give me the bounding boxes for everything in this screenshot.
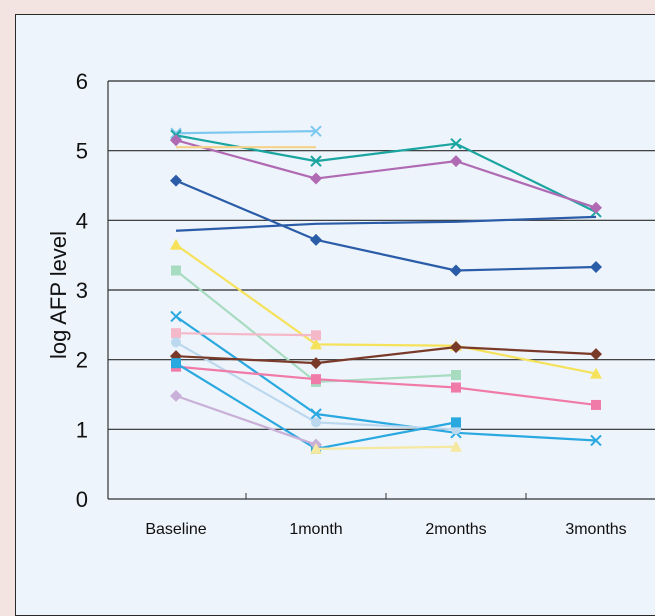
data-point [310, 357, 322, 370]
series-line [170, 174, 602, 277]
series-line [170, 134, 602, 214]
series-line [175, 215, 597, 232]
series-path [315, 445, 457, 450]
x-tick-label: 3months [565, 521, 626, 538]
data-point [170, 134, 182, 147]
x-tick-label: 1month [289, 521, 342, 538]
series-line [171, 328, 321, 341]
series-path [175, 332, 317, 337]
series-path [175, 394, 317, 446]
data-point [310, 172, 322, 185]
data-point [310, 233, 322, 246]
series-line [171, 337, 461, 435]
data-point [311, 417, 321, 428]
series-path [175, 215, 597, 232]
data-point [450, 341, 462, 354]
data-point [450, 440, 462, 452]
data-point [311, 330, 321, 341]
series-path [175, 139, 597, 209]
data-point [451, 382, 461, 393]
y-tick-label: 0 [76, 487, 88, 512]
data-point [590, 201, 602, 214]
series-path [175, 179, 597, 272]
series-path [175, 365, 597, 407]
y-axis-title: log AFP level [46, 231, 71, 359]
y-tick-label: 5 [76, 139, 88, 164]
data-point [450, 137, 462, 150]
data-point [170, 238, 182, 250]
x-tick-label: 2months [425, 521, 486, 538]
y-tick-label: 2 [76, 348, 88, 373]
series-line [170, 389, 322, 451]
series-path [175, 315, 597, 442]
y-tick-label: 1 [76, 417, 88, 442]
data-point [590, 434, 602, 447]
y-tick-label: 3 [76, 278, 88, 303]
chart-frame: 0 1 2 3 4 5 6 Baseline 1month 2months 3months log … [15, 14, 655, 616]
series-line [170, 125, 322, 139]
axes: 0 1 2 3 4 5 6 Baseline 1month 2months 3months [76, 69, 655, 538]
data-point [591, 399, 601, 410]
data-point [451, 369, 461, 380]
data-point [310, 442, 322, 454]
series-line [310, 440, 462, 454]
data-point [450, 264, 462, 277]
series-path [175, 130, 317, 135]
x-tick-label: Baseline [145, 521, 206, 538]
data-point [170, 310, 182, 323]
data-point [310, 338, 322, 350]
data-point [590, 367, 602, 379]
line-chart: 0 1 2 3 4 5 6 Baseline 1month 2months 3months log … [46, 69, 655, 538]
data-point [171, 358, 181, 369]
data-point [171, 265, 181, 276]
data-point [170, 174, 182, 187]
data-point [310, 155, 322, 167]
series-group [170, 125, 602, 454]
data-point [171, 337, 181, 348]
data-point [590, 261, 602, 274]
data-point [170, 389, 182, 402]
y-tick-label: 6 [76, 69, 88, 94]
data-point [311, 374, 321, 385]
data-point [310, 125, 322, 137]
data-point [451, 417, 461, 428]
data-point [171, 328, 181, 339]
series-path [175, 346, 597, 365]
data-point [590, 348, 602, 361]
data-point [310, 408, 322, 420]
data-point [450, 155, 462, 168]
series-path [175, 243, 597, 375]
y-tick-label: 4 [76, 208, 88, 233]
